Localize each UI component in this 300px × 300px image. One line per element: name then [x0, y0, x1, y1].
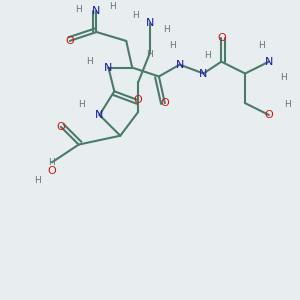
Text: H: H	[78, 100, 85, 109]
Text: N: N	[199, 68, 208, 79]
Text: O: O	[265, 110, 273, 120]
Text: O: O	[47, 166, 56, 176]
Text: O: O	[134, 95, 142, 105]
Text: O: O	[160, 98, 169, 108]
Text: O: O	[56, 122, 65, 132]
Text: H: H	[86, 57, 92, 66]
Text: H: H	[49, 158, 55, 167]
Text: N: N	[146, 18, 154, 28]
Text: H: H	[205, 51, 211, 60]
Text: H: H	[163, 25, 170, 34]
Text: O: O	[65, 36, 74, 46]
Text: N: N	[265, 57, 273, 67]
Text: N: N	[176, 60, 184, 70]
Text: H: H	[110, 2, 116, 11]
Text: N: N	[104, 63, 112, 73]
Text: O: O	[217, 33, 226, 43]
Text: H: H	[147, 50, 153, 59]
Text: H: H	[34, 176, 40, 184]
Text: H: H	[280, 74, 287, 82]
Text: H: H	[75, 5, 82, 14]
Text: H: H	[258, 41, 265, 50]
Text: N: N	[95, 110, 104, 120]
Text: H: H	[284, 100, 291, 109]
Text: N: N	[92, 6, 101, 16]
Text: H: H	[169, 41, 176, 50]
Text: H: H	[132, 11, 139, 20]
